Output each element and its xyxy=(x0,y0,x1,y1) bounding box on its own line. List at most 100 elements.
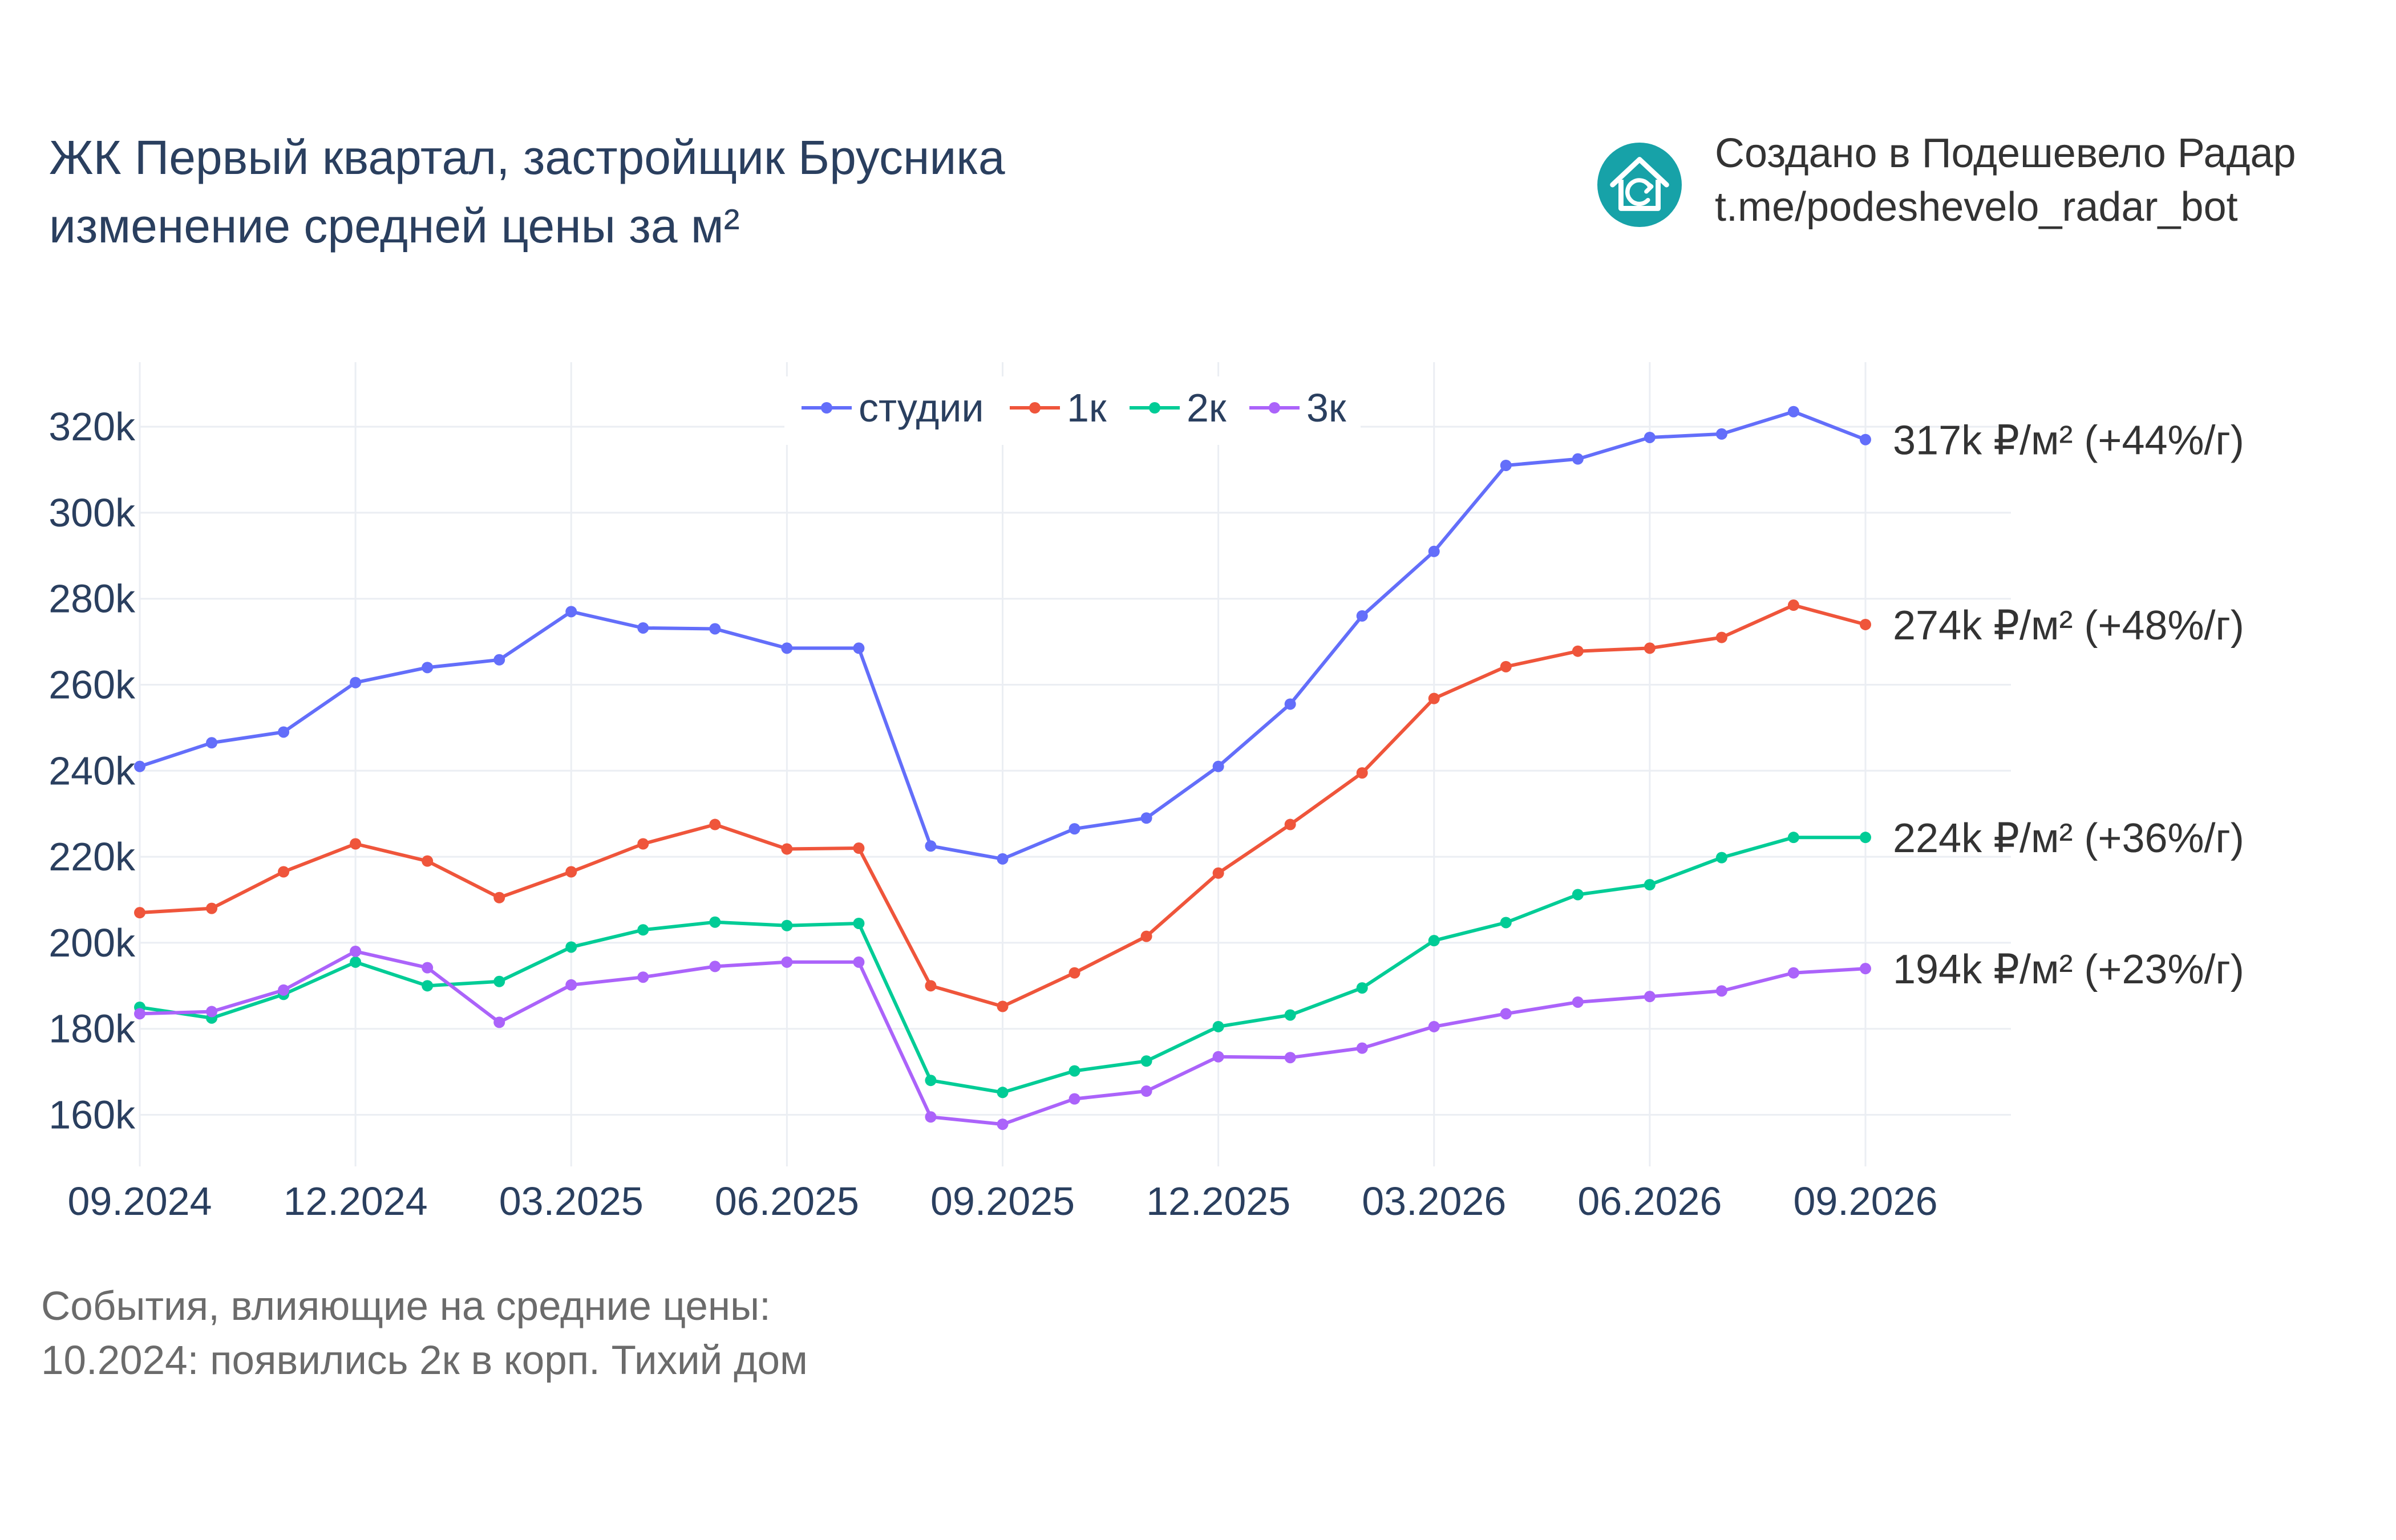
chart-series xyxy=(134,406,1871,1130)
data-point xyxy=(350,945,362,957)
data-point xyxy=(350,956,362,968)
data-point xyxy=(1356,1042,1368,1054)
data-point xyxy=(493,891,505,903)
data-point xyxy=(206,1006,218,1018)
data-point xyxy=(925,980,937,992)
legend-label: 2к xyxy=(1187,386,1227,430)
data-point xyxy=(1356,982,1368,994)
data-point xyxy=(1787,832,1799,844)
data-point xyxy=(422,855,434,867)
data-point xyxy=(853,917,865,929)
data-point xyxy=(1356,610,1368,622)
data-point xyxy=(134,760,145,772)
data-point xyxy=(134,907,145,919)
chart-axes: 160k 180k 200k 220k 240k 260k 280k 300k 320k 09.2… xyxy=(48,404,1937,1223)
data-point xyxy=(278,984,290,996)
data-point xyxy=(781,919,793,931)
data-point xyxy=(134,1008,145,1020)
data-point xyxy=(1860,832,1871,844)
data-point xyxy=(206,902,218,914)
data-point xyxy=(1644,991,1656,1003)
x-tick-label: 12.2024 xyxy=(284,1179,428,1223)
data-point xyxy=(925,1075,937,1087)
data-point xyxy=(997,1000,1009,1012)
x-tick-label: 09.2024 xyxy=(67,1179,212,1223)
data-point xyxy=(278,866,290,878)
data-point xyxy=(1787,406,1799,418)
data-point xyxy=(853,642,865,654)
data-point xyxy=(1069,823,1080,835)
data-point xyxy=(781,843,793,855)
chart-subtitle: изменение средней цены за м² xyxy=(49,199,740,253)
legend-swatch-marker xyxy=(1269,402,1280,414)
data-point xyxy=(565,941,577,953)
data-point xyxy=(1069,1093,1080,1105)
x-tick-label: 06.2025 xyxy=(715,1179,859,1223)
x-tick-label: 09.2026 xyxy=(1793,1179,1937,1223)
x-tick-label: 03.2026 xyxy=(1362,1179,1506,1223)
legend-swatch-marker xyxy=(821,402,832,414)
data-point xyxy=(1787,967,1799,979)
data-point xyxy=(925,840,937,852)
data-point xyxy=(1284,818,1296,830)
data-point xyxy=(1140,812,1152,824)
legend-swatch-marker xyxy=(1029,402,1041,414)
event-item: 10.2024: появились 2к в корп. Тихий дом xyxy=(41,1338,808,1383)
data-point xyxy=(997,853,1009,865)
data-point xyxy=(1572,453,1584,465)
data-point xyxy=(206,737,218,749)
house-refresh-icon xyxy=(1597,143,1682,227)
data-point xyxy=(1212,1051,1224,1063)
data-point xyxy=(1356,767,1368,779)
brand-link[interactable]: t.me/podeshevelo_radar_bot xyxy=(1715,184,2238,230)
legend-label: 3к xyxy=(1306,386,1346,430)
data-point xyxy=(493,975,505,987)
data-point xyxy=(637,971,649,983)
series-end-label: 274k ₽/м² (+48%/г) xyxy=(1893,603,2244,649)
data-point xyxy=(1500,660,1512,672)
data-point xyxy=(350,838,362,850)
data-point xyxy=(709,961,721,972)
data-point xyxy=(422,662,434,674)
data-point xyxy=(1428,1020,1440,1032)
series-end-label: 317k ₽/м² (+44%/г) xyxy=(1893,418,2244,464)
data-point xyxy=(422,980,434,992)
data-point xyxy=(1500,459,1512,471)
data-point xyxy=(1284,1009,1296,1021)
y-tick-label: 160k xyxy=(48,1093,136,1137)
data-point xyxy=(1284,698,1296,710)
data-point xyxy=(1715,852,1727,864)
data-point xyxy=(1572,889,1584,901)
data-point xyxy=(493,1016,505,1028)
data-point xyxy=(565,979,577,991)
x-tick-label: 09.2025 xyxy=(930,1179,1075,1223)
data-point xyxy=(1428,545,1440,557)
data-point xyxy=(1715,428,1727,440)
data-point xyxy=(565,866,577,878)
data-point xyxy=(997,1087,1009,1099)
data-point xyxy=(1500,917,1512,929)
data-point xyxy=(493,654,505,666)
data-point xyxy=(1644,642,1656,654)
data-point xyxy=(709,916,721,928)
legend-label: студии xyxy=(859,386,984,430)
data-point xyxy=(1284,1052,1296,1064)
legend-swatch-marker xyxy=(1149,402,1160,414)
chart-grid xyxy=(139,362,2011,1166)
legend-background xyxy=(784,376,1361,445)
y-tick-label: 240k xyxy=(48,748,136,793)
data-point xyxy=(1860,618,1871,630)
data-point xyxy=(1715,631,1727,643)
data-point xyxy=(853,842,865,854)
legend-label: 1к xyxy=(1067,386,1107,430)
data-point xyxy=(1644,431,1656,443)
data-point xyxy=(350,676,362,688)
events-heading: События, влияющие на средние цены: xyxy=(41,1284,771,1329)
x-tick-label: 12.2025 xyxy=(1146,1179,1290,1223)
data-point xyxy=(1644,879,1656,891)
data-point xyxy=(1572,996,1584,1008)
data-point xyxy=(1860,963,1871,975)
series-end-label: 194k ₽/м² (+23%/г) xyxy=(1893,947,2244,992)
